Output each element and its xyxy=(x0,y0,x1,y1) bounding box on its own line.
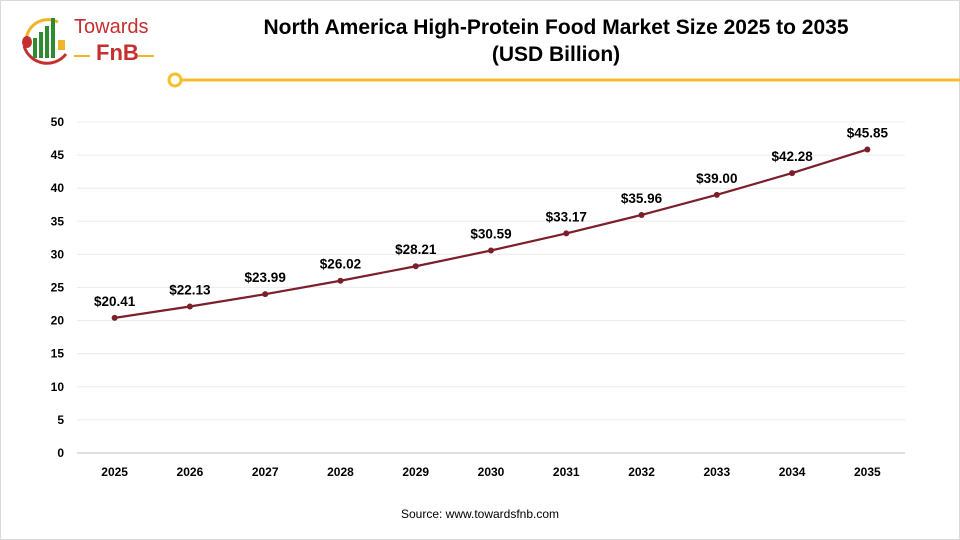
logo-text-towards: Towards xyxy=(74,16,149,38)
data-point xyxy=(111,314,118,321)
x-tick-label: 2033 xyxy=(703,465,730,479)
data-label: $42.28 xyxy=(771,149,813,164)
data-point xyxy=(186,303,193,310)
data-label: $23.99 xyxy=(245,270,286,285)
y-tick-label: 45 xyxy=(51,148,65,162)
chart-title: North America High-Protein Food Market S… xyxy=(200,14,912,68)
logo-divider xyxy=(138,55,154,57)
data-point xyxy=(488,247,494,254)
data-point xyxy=(337,277,344,284)
logo-text-fnb: FnB xyxy=(96,40,139,65)
logo-icon xyxy=(22,18,68,65)
accent-circle xyxy=(167,72,183,88)
data-point xyxy=(713,191,720,198)
x-tick-label: 2025 xyxy=(101,465,128,479)
chart-subtitle: (USD Billion) xyxy=(491,43,621,66)
data-point xyxy=(563,230,570,237)
data-point xyxy=(262,291,269,298)
data-label: $39.00 xyxy=(696,171,737,186)
x-tick-label: 2026 xyxy=(177,465,204,479)
data-point xyxy=(412,263,419,270)
x-tick-label: 2034 xyxy=(779,465,806,479)
x-tick-label: 2027 xyxy=(252,465,279,479)
x-tick-label: 2029 xyxy=(402,465,429,479)
y-tick-label: 0 xyxy=(57,446,64,460)
towards-fnb-logo: Towards FnB xyxy=(18,12,168,72)
data-label: $28.21 xyxy=(395,242,437,257)
x-tick-label: 2031 xyxy=(553,465,580,479)
y-tick-label: 30 xyxy=(51,247,65,261)
data-point xyxy=(789,170,796,177)
data-label: $22.13 xyxy=(169,282,211,297)
y-tick-label: 15 xyxy=(51,347,65,361)
data-label: $20.41 xyxy=(94,294,136,309)
x-tick-label: 2035 xyxy=(854,465,881,479)
data-label: $30.59 xyxy=(470,226,511,241)
data-point xyxy=(638,211,645,218)
data-label: $26.02 xyxy=(320,257,361,272)
y-tick-label: 40 xyxy=(51,181,65,195)
data-label: $35.96 xyxy=(621,191,663,206)
chart-title-line1: North America High-Protein Food Market S… xyxy=(263,16,849,39)
data-label: $45.85 xyxy=(847,125,889,140)
x-tick-label: 2028 xyxy=(327,465,354,479)
source-note: Source: www.towardsfnb.com xyxy=(400,507,560,521)
data-label: $33.17 xyxy=(546,209,587,224)
y-tick-label: 50 xyxy=(51,115,65,129)
y-tick-label: 35 xyxy=(51,214,65,228)
logo-divider xyxy=(74,55,90,57)
x-tick-label: 2032 xyxy=(628,465,655,479)
y-tick-label: 10 xyxy=(51,380,65,394)
data-point xyxy=(864,146,871,153)
x-tick-label: 2030 xyxy=(478,465,505,479)
y-tick-label: 25 xyxy=(51,281,65,295)
y-tick-label: 20 xyxy=(51,314,65,328)
y-tick-label: 5 xyxy=(57,413,64,427)
